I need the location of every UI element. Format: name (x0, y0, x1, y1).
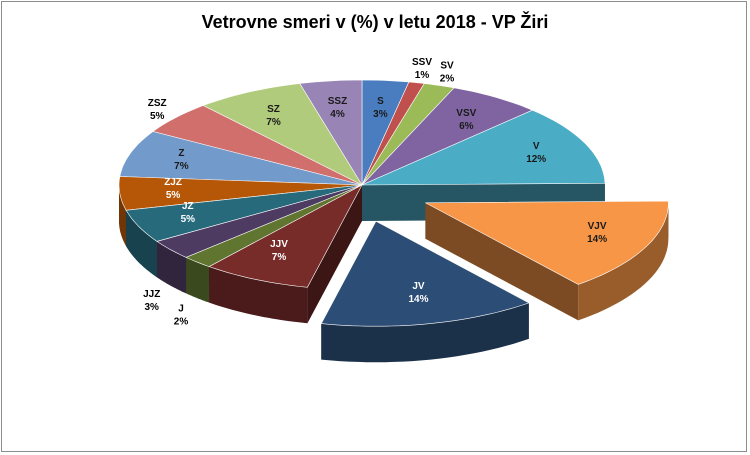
value-ssz: 4% (330, 109, 345, 120)
label-s: S (377, 96, 384, 107)
value-zjz: 5% (166, 190, 181, 201)
label-ssz: SSZ (328, 96, 347, 107)
label-jz: JZ (182, 201, 194, 212)
slice-jv (320, 220, 530, 363)
label-vjv: VJV (588, 221, 607, 232)
value-vsv: 6% (459, 121, 474, 132)
slice-jjv (208, 184, 363, 324)
value-zsz: 5% (150, 111, 165, 122)
label-jjv: JJV (270, 239, 288, 250)
label-vsv: VSV (456, 108, 476, 119)
label-v: V (533, 141, 540, 152)
value-jjv: 7% (272, 252, 287, 263)
label-zjz: ZJZ (164, 177, 182, 188)
label-sv: SV (440, 60, 454, 71)
label-j: J (178, 303, 184, 314)
label-zsz: ZSZ (148, 98, 167, 109)
value-s: 3% (373, 109, 388, 120)
value-jz: 5% (181, 214, 196, 225)
value-z: 7% (174, 161, 189, 172)
slice-v (361, 109, 606, 221)
value-ssv: 1% (415, 70, 430, 81)
value-sv: 2% (440, 73, 455, 84)
label-z: Z (178, 148, 184, 159)
chart-title: Vetrovne smeri v (%) v letu 2018 - VP Ži… (201, 12, 549, 32)
value-sz: 7% (266, 117, 281, 128)
value-j: 2% (174, 316, 189, 327)
label-jv: JV (412, 281, 425, 292)
label-sz: SZ (267, 104, 280, 115)
label-ssv: SSV (412, 57, 432, 68)
value-v: 12% (526, 154, 546, 165)
value-jjz: 3% (144, 302, 159, 313)
slice-vjv (425, 200, 669, 321)
value-jv: 14% (408, 294, 428, 305)
label-jjz: JJZ (143, 289, 160, 300)
value-vjv: 14% (587, 234, 607, 245)
